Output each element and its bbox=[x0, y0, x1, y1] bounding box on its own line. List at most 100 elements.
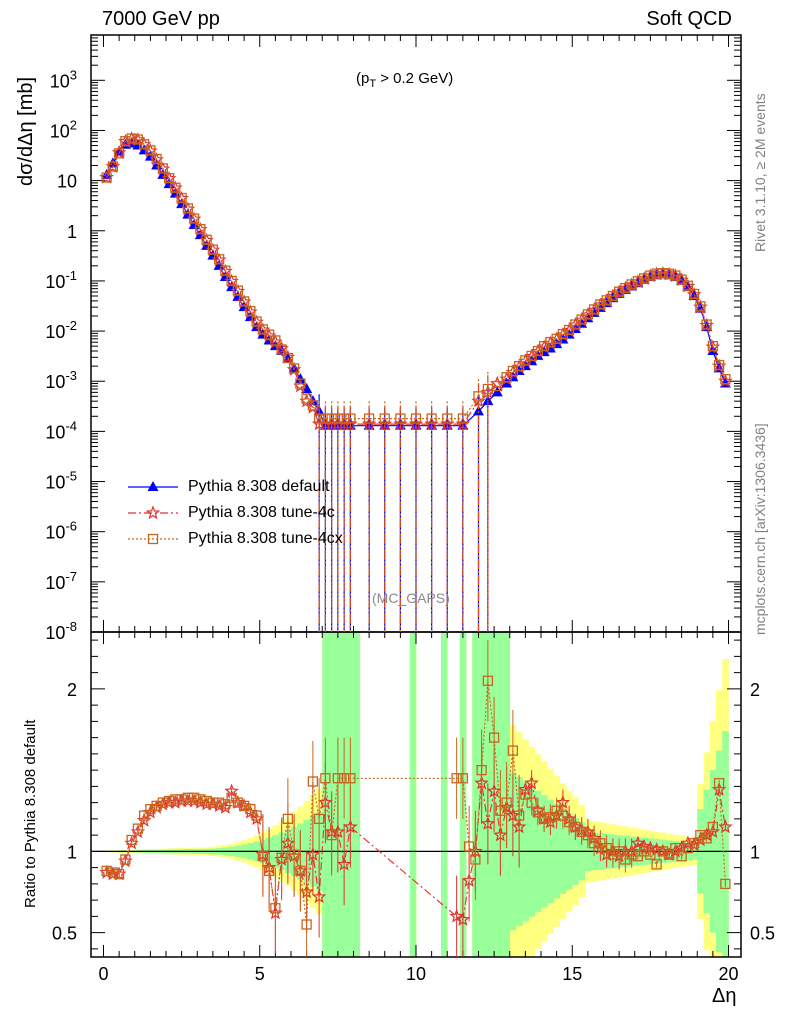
data-point bbox=[410, 413, 422, 424]
data-point bbox=[226, 275, 237, 287]
series-line-2 bbox=[106, 137, 726, 420]
data-point bbox=[282, 352, 294, 364]
ratio-point bbox=[707, 821, 719, 833]
ratio-point bbox=[138, 810, 150, 821]
data-point bbox=[345, 413, 356, 424]
ratio-point bbox=[507, 745, 519, 756]
data-point bbox=[295, 378, 306, 389]
ratio-point bbox=[336, 856, 352, 871]
y-tick-label: 10-3 bbox=[45, 368, 77, 392]
ratio-point bbox=[263, 865, 275, 877]
data-point bbox=[151, 153, 162, 165]
ratio-point bbox=[120, 854, 131, 865]
ratio-point bbox=[176, 794, 187, 805]
data-point bbox=[213, 254, 225, 265]
data-point bbox=[157, 163, 169, 174]
ratio-point bbox=[545, 812, 556, 823]
ratio-point bbox=[482, 675, 494, 686]
upper-y-axis-label: dσ/dΔη [mb] bbox=[15, 76, 37, 186]
data-point bbox=[170, 182, 181, 193]
data-point bbox=[713, 359, 725, 371]
data-point bbox=[182, 203, 194, 214]
y-tick-label: 103 bbox=[50, 67, 77, 91]
data-point bbox=[326, 413, 337, 424]
data-point bbox=[663, 268, 675, 279]
ratio-point bbox=[220, 799, 231, 810]
ratio-point bbox=[701, 833, 712, 844]
ratio-y-tick-label-right: 1 bbox=[750, 842, 760, 862]
data-point bbox=[176, 192, 187, 204]
ratio-point bbox=[311, 889, 327, 904]
data-point bbox=[101, 172, 112, 183]
ratio-y-tick-label-right: 2 bbox=[750, 680, 760, 700]
header-category: Soft QCD bbox=[646, 8, 732, 30]
ratio-point bbox=[163, 795, 175, 807]
data-point bbox=[126, 133, 137, 144]
ratio-point bbox=[720, 878, 731, 890]
data-point bbox=[107, 161, 119, 172]
ratio-point bbox=[305, 846, 321, 861]
uncertainty-band-inner bbox=[353, 632, 361, 957]
ratio-point bbox=[651, 859, 662, 870]
ratio-point bbox=[295, 865, 306, 877]
legend-marker-1 bbox=[145, 505, 161, 520]
ratio-point bbox=[224, 783, 239, 798]
data-point bbox=[320, 413, 331, 424]
ratio-point bbox=[470, 854, 481, 865]
ratio-y-tick-label-right: 0.5 bbox=[750, 924, 775, 944]
ratio-point bbox=[107, 867, 119, 878]
ratio-line-0 bbox=[106, 781, 726, 921]
data-point bbox=[645, 270, 656, 281]
y-tick-label: 10-1 bbox=[45, 268, 77, 292]
ratio-point bbox=[718, 819, 733, 834]
ratio-point bbox=[207, 797, 219, 808]
data-point bbox=[638, 273, 650, 284]
ratio-point bbox=[157, 797, 169, 808]
ratio-point bbox=[126, 834, 137, 846]
data-point bbox=[473, 391, 484, 402]
ratio-point bbox=[713, 777, 725, 789]
ratio-point bbox=[488, 732, 500, 743]
ratio-point bbox=[182, 792, 194, 803]
ratio-point bbox=[630, 835, 646, 850]
data-point bbox=[426, 413, 437, 424]
data-point bbox=[101, 168, 113, 179]
ratio-point bbox=[613, 846, 625, 857]
data-point bbox=[701, 319, 712, 330]
data-point bbox=[219, 270, 231, 281]
ratio-y-tick-label: 0.5 bbox=[52, 924, 77, 944]
ratio-point bbox=[195, 794, 206, 805]
y-tick-label: 10 bbox=[57, 172, 77, 192]
data-point bbox=[682, 280, 694, 291]
uncertainty-band-inner bbox=[441, 632, 448, 957]
header-energy: 7000 GeV pp bbox=[102, 8, 220, 30]
data-point bbox=[301, 393, 312, 404]
data-point bbox=[363, 413, 375, 424]
data-point bbox=[226, 281, 238, 292]
ratio-point bbox=[343, 819, 358, 834]
data-point bbox=[457, 413, 469, 424]
ratio-point bbox=[645, 849, 656, 860]
ratio-point bbox=[626, 849, 637, 860]
x-tick-label: 0 bbox=[98, 964, 108, 984]
data-point bbox=[513, 360, 525, 372]
ratio-point bbox=[649, 842, 664, 856]
data-point bbox=[182, 208, 194, 219]
data-point bbox=[195, 223, 206, 235]
ratio-y-tick-label: 1 bbox=[67, 842, 77, 862]
data-point bbox=[257, 324, 269, 335]
data-point bbox=[676, 274, 687, 285]
x-axis-label: Δη bbox=[712, 985, 737, 1007]
data-point bbox=[263, 329, 275, 340]
ratio-point bbox=[332, 773, 344, 784]
data-point bbox=[288, 363, 300, 374]
ratio-group-1 bbox=[106, 640, 726, 957]
data-point bbox=[501, 372, 512, 383]
ratio-line-1 bbox=[106, 680, 726, 925]
ratio-point bbox=[520, 789, 531, 800]
ratio-point bbox=[501, 797, 512, 808]
y-tick-label: 10-5 bbox=[45, 469, 77, 493]
ratio-point bbox=[101, 865, 112, 877]
legend-label-default: Pythia 8.308 default bbox=[188, 478, 330, 495]
data-point bbox=[238, 296, 250, 307]
